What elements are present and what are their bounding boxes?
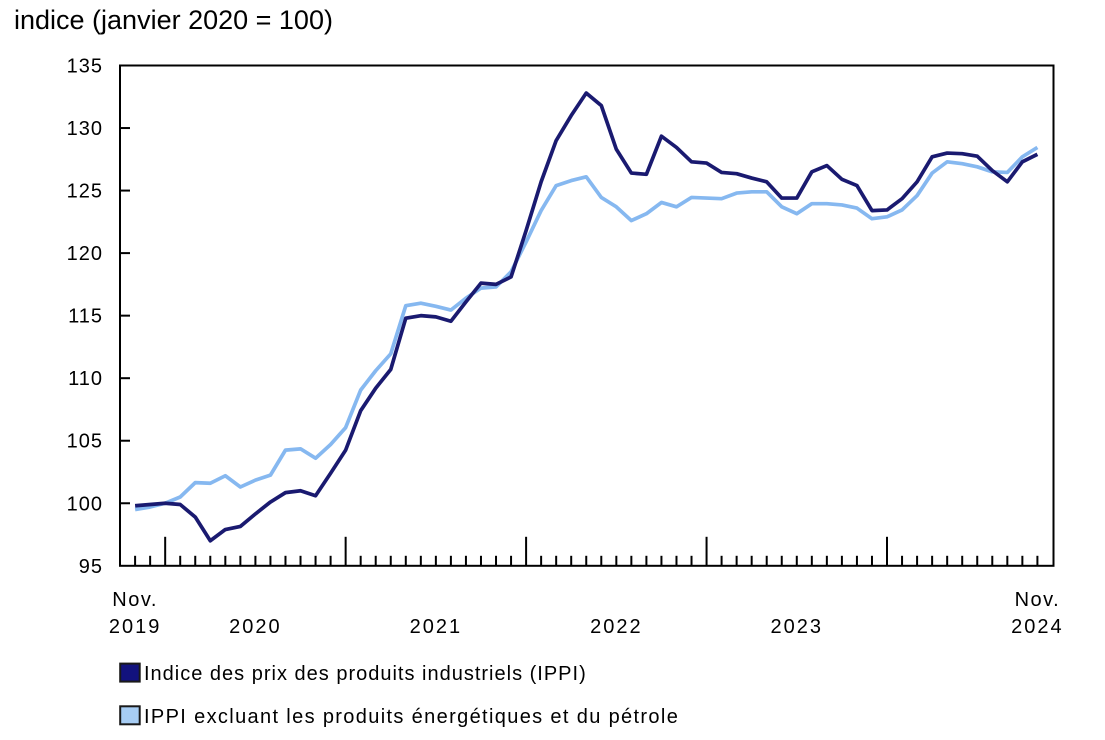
svg-text:100: 100 <box>67 493 103 515</box>
svg-text:135: 135 <box>67 56 103 78</box>
svg-text:Nov.: Nov. <box>112 589 158 611</box>
svg-text:2022: 2022 <box>590 616 643 638</box>
svg-text:Indice des prix des produits i: Indice des prix des produits industriels… <box>144 663 587 685</box>
svg-text:2023: 2023 <box>771 616 824 638</box>
svg-text:2021: 2021 <box>410 616 463 638</box>
svg-text:Nov.: Nov. <box>1015 589 1061 611</box>
svg-text:110: 110 <box>68 368 103 390</box>
svg-text:2019: 2019 <box>109 616 162 638</box>
svg-text:indice (janvier 2020 = 100): indice (janvier 2020 = 100) <box>14 5 333 35</box>
svg-text:2020: 2020 <box>229 616 282 638</box>
svg-text:2024: 2024 <box>1011 616 1064 638</box>
svg-text:105: 105 <box>67 431 103 453</box>
svg-text:IPPI excluant les produits éne: IPPI excluant les produits énergétiques … <box>144 706 679 728</box>
svg-text:95: 95 <box>79 556 103 578</box>
svg-text:115: 115 <box>68 306 103 328</box>
svg-text:130: 130 <box>67 118 103 140</box>
svg-text:125: 125 <box>67 181 103 203</box>
svg-text:120: 120 <box>67 243 103 265</box>
